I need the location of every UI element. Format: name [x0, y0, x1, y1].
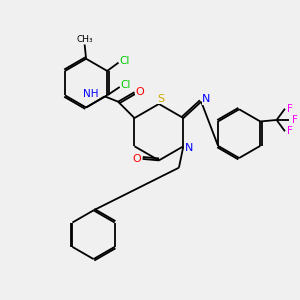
- Text: O: O: [135, 87, 144, 97]
- Text: CH₃: CH₃: [76, 35, 93, 44]
- Text: N: N: [184, 143, 193, 153]
- Text: NH: NH: [83, 89, 98, 99]
- Text: Cl: Cl: [120, 80, 131, 90]
- Text: N: N: [202, 94, 211, 104]
- Text: Cl: Cl: [120, 56, 130, 65]
- Text: F: F: [292, 115, 297, 125]
- Text: F: F: [287, 126, 293, 136]
- Text: O: O: [132, 154, 141, 164]
- Text: F: F: [287, 104, 293, 114]
- Text: S: S: [157, 94, 164, 103]
